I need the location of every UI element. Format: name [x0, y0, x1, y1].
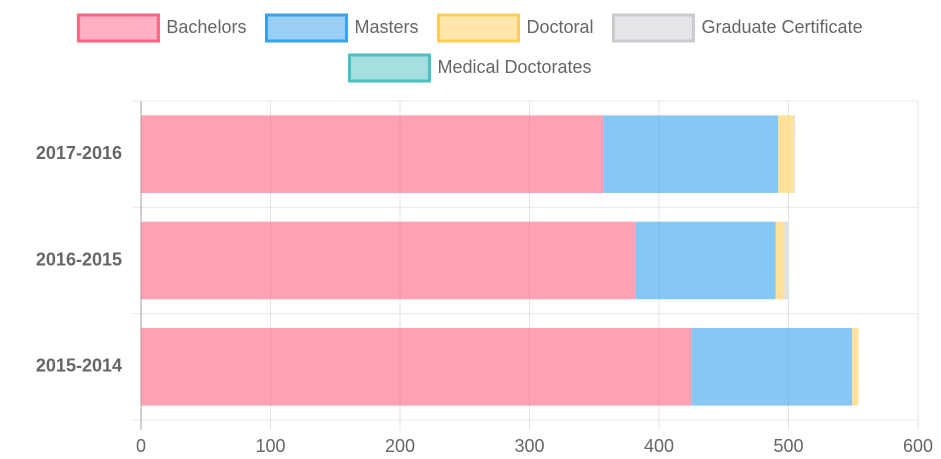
- legend-label: Doctoral: [526, 17, 593, 37]
- y-tick-label: 2017-2016: [36, 143, 122, 163]
- bar: [141, 115, 604, 193]
- bar: [778, 115, 794, 193]
- bar: [691, 328, 852, 406]
- y-tick-label: 2016-2015: [36, 249, 122, 269]
- x-tick-label: 100: [255, 436, 285, 456]
- legend-label: Medical Doctorates: [437, 57, 591, 77]
- bar: [141, 328, 692, 406]
- legend-swatch: [76, 13, 160, 43]
- legend-swatch: [264, 13, 348, 43]
- bar: [775, 221, 785, 300]
- legend-label: Masters: [354, 17, 418, 37]
- legend-swatch: [347, 53, 431, 83]
- legend-swatch: [436, 13, 520, 43]
- legend-swatch: [612, 13, 696, 43]
- bar: [793, 115, 795, 193]
- x-tick-label: 300: [514, 436, 544, 456]
- bar: [784, 221, 789, 300]
- legend-label: Bachelors: [166, 17, 246, 37]
- bar: [603, 115, 779, 193]
- x-tick-label: 600: [903, 436, 933, 456]
- x-tick-label: 500: [773, 436, 803, 456]
- bar: [851, 328, 859, 406]
- x-tick-label: 0: [136, 436, 146, 456]
- bar: [141, 221, 636, 300]
- x-tick-label: 200: [385, 436, 415, 456]
- legend-label: Graduate Certificate: [702, 17, 863, 37]
- x-tick-label: 400: [644, 436, 674, 456]
- y-tick-label: 2015-2014: [36, 356, 122, 376]
- bar: [635, 221, 776, 300]
